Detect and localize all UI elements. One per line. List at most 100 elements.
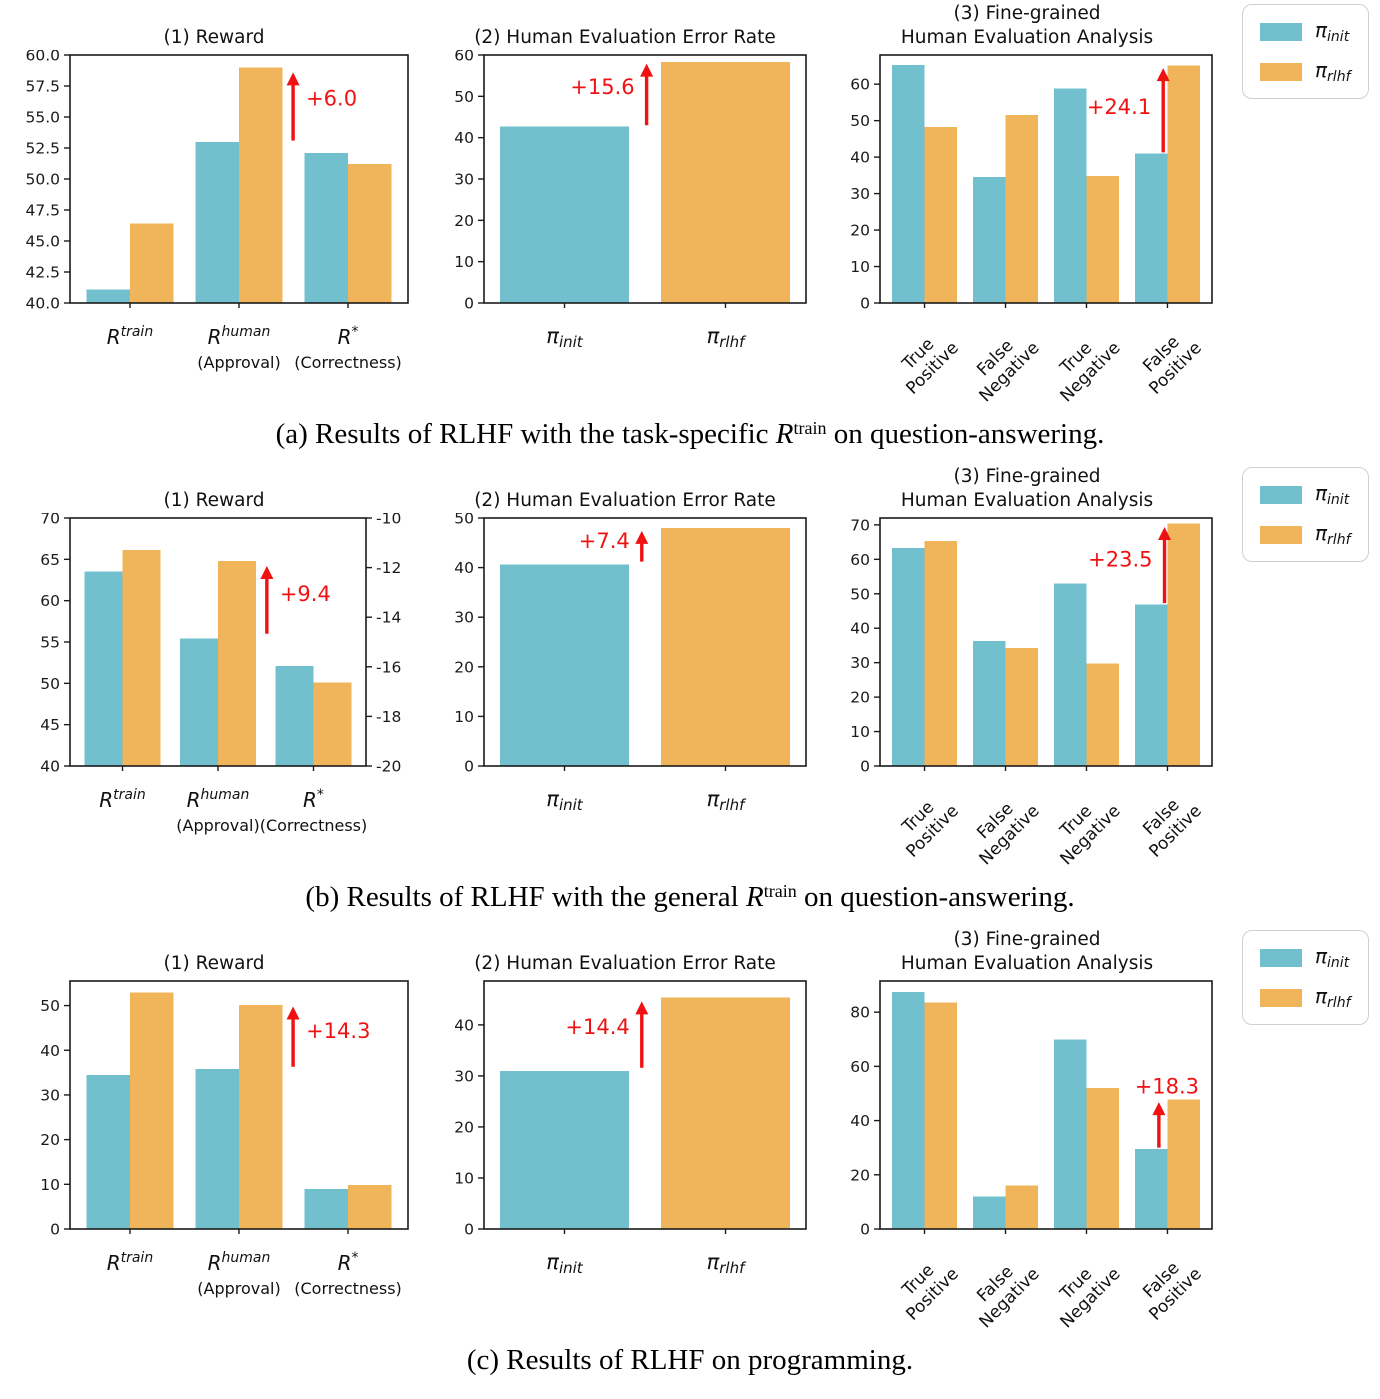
y-tick-label: 45.0 bbox=[25, 233, 60, 251]
axes-box bbox=[483, 517, 807, 767]
y-axis: 0 20 40 60 80 bbox=[850, 1004, 880, 1239]
x-label-pi-init: πinit bbox=[546, 1250, 583, 1277]
x-labels: True Positive False Negative True Negative Fal… bbox=[826, 781, 1228, 873]
bar-rlhf-cat1 bbox=[239, 67, 283, 304]
legend-b: πinit πrlhf bbox=[1242, 467, 1369, 562]
y-axis: 40.0 42.5 45.0 47.5 50.0 52.5 55.0 57.5 60.0 bbox=[25, 50, 70, 313]
y-tick-label: 60 bbox=[850, 551, 870, 569]
caption-a: (a) Results of RLHF with the task-specif… bbox=[0, 418, 1380, 451]
bars bbox=[500, 997, 790, 1229]
bar-rlhf-cat2 bbox=[1086, 176, 1119, 303]
y-tick-label: 30 bbox=[454, 609, 474, 627]
legend-item-rlhf: πrlhf bbox=[1260, 521, 1351, 548]
annotation-label: +6.0 bbox=[306, 86, 357, 110]
caption-a-prefix: (a) Results of RLHF with the task-specif… bbox=[275, 418, 776, 450]
y-tick-label: 0 bbox=[860, 1221, 870, 1239]
x-label-reward-0: Rtrain bbox=[107, 1250, 154, 1275]
chart-title: (1) Reward bbox=[4, 463, 424, 513]
x-labels: Rtrain Rhuman (Approval) R* (Correctness) bbox=[4, 1244, 424, 1328]
legend-label-rlhf: πrlhf bbox=[1315, 521, 1351, 548]
bar-rlhf-cat2 bbox=[348, 164, 392, 303]
y-tick-label: 57.5 bbox=[25, 78, 60, 96]
x-label-note: (Approval) bbox=[176, 816, 260, 835]
y-tick-label: 30 bbox=[454, 1067, 474, 1085]
y-tick-label: 50 bbox=[40, 675, 60, 693]
chart-b2-error-rate: (2) Human Evaluation Error Rate 0 10 20 30 40… bbox=[430, 463, 820, 851]
chart-b3-fine-grained: (3) Fine-grained Human Evaluation Analysi… bbox=[826, 463, 1228, 873]
plot-area: 0 10 20 30 40 50 +14.3 bbox=[40, 980, 409, 1239]
annotation-+6.0: +6.0 bbox=[286, 72, 357, 141]
annotation-label: +7.4 bbox=[579, 529, 630, 553]
legend-item-rlhf: πrlhf bbox=[1260, 984, 1351, 1011]
plot-area: 0 20 40 60 80 +18.3 bbox=[850, 980, 1213, 1239]
x-label-rotated: False Positive bbox=[1131, 324, 1206, 399]
plot-area: 0 10 20 30 40 50 60 70 +23.5 bbox=[850, 516, 1213, 776]
chart-row-c: (1) Reward 0 10 20 30 40 50 +14.3 Rtrain Rhuman (A… bbox=[0, 926, 1380, 1336]
bar-rlhf-cat0 bbox=[924, 127, 957, 303]
bar-init-cat1 bbox=[973, 177, 1006, 303]
annotation-arrow-head bbox=[635, 530, 649, 544]
x-label-note: (Correctness) bbox=[259, 816, 368, 835]
y-tick-label: 10 bbox=[850, 723, 870, 741]
bar-init-cat0 bbox=[892, 991, 925, 1229]
chart-a3-fine-grained: (3) Fine-grained Human Evaluation Analysi… bbox=[826, 0, 1228, 410]
caption-b-suffix: on question-answering. bbox=[796, 881, 1075, 913]
y-tick-label: 40.0 bbox=[25, 295, 60, 313]
chart-a2-error-rate: (2) Human Evaluation Error Rate 0 10 20 30 40… bbox=[430, 0, 820, 388]
chart-title-line: Human Evaluation Analysis bbox=[900, 952, 1154, 974]
x-label-pi-rlhf: πrlhf bbox=[706, 324, 745, 351]
annotation-+15.6: +15.6 bbox=[570, 63, 654, 126]
x-label-rotated: True Positive bbox=[888, 1250, 963, 1325]
bar-init-cat1 bbox=[195, 1069, 239, 1229]
x-label-note: (Correctness) bbox=[294, 1279, 402, 1298]
y-tick-label: 40 bbox=[40, 758, 60, 776]
annotation-label: +24.1 bbox=[1087, 95, 1151, 119]
chart-title-line: (1) Reward bbox=[163, 26, 265, 48]
chart-title: (3) Fine-grained Human Evaluation Analysi… bbox=[826, 926, 1228, 976]
y-tick-label: 50 bbox=[40, 997, 60, 1015]
x-label-rotated: True Positive bbox=[888, 324, 963, 399]
annotation-arrow-head bbox=[286, 1006, 300, 1020]
x-label-rotated: True Negative bbox=[1043, 787, 1125, 869]
legend-item-init: πinit bbox=[1260, 481, 1351, 508]
y-tick-label: 52.5 bbox=[25, 140, 60, 158]
bars bbox=[500, 62, 790, 303]
x-label-reward-2: R* (Correctness) bbox=[294, 324, 402, 372]
x-label-rotated: False Positive bbox=[1131, 787, 1206, 862]
chart-title-line: (1) Reward bbox=[163, 952, 265, 974]
bars bbox=[892, 991, 1200, 1229]
x-axis bbox=[923, 1229, 1169, 1234]
annotation-arrow-head bbox=[286, 72, 300, 86]
plot-area: 0 10 20 30 40 50 60 +24.1 bbox=[850, 54, 1213, 313]
chart-title: (3) Fine-grained Human Evaluation Analysi… bbox=[826, 0, 1228, 50]
chart-title-line: (2) Human Evaluation Error Rate bbox=[474, 489, 776, 511]
legend-label-init: πinit bbox=[1315, 944, 1350, 971]
bars bbox=[84, 550, 352, 766]
right-y-tick-label: -20 bbox=[376, 758, 401, 776]
y-tick-label: 60 bbox=[40, 592, 60, 610]
x-label-math: Rtrain bbox=[99, 787, 146, 812]
annotation-arrow-head bbox=[260, 565, 274, 579]
annotation-arrow-head bbox=[1158, 526, 1172, 540]
x-label-rotated: False Negative bbox=[962, 324, 1044, 406]
x-label-note: (Correctness) bbox=[294, 353, 402, 372]
bar-init-cat1 bbox=[973, 641, 1006, 766]
annotation-+23.5: +23.5 bbox=[1088, 526, 1172, 604]
y-tick-label: 40 bbox=[454, 1016, 474, 1034]
legend-item-rlhf: πrlhf bbox=[1260, 58, 1351, 85]
plot-area: 0 10 20 30 40 +14.4 bbox=[454, 980, 807, 1239]
x-axis bbox=[923, 766, 1169, 771]
caption-a-suffix: on question-answering. bbox=[826, 418, 1105, 450]
y-tick-label: 50.0 bbox=[25, 171, 60, 189]
x-label-reward-1: Rhuman (Approval) bbox=[176, 787, 259, 835]
annotation-+24.1: +24.1 bbox=[1087, 68, 1170, 153]
x-label-reward-0: Rtrain bbox=[107, 324, 154, 349]
x-label-math: R* bbox=[337, 324, 359, 349]
y-tick-label: 10 bbox=[454, 708, 474, 726]
y-axis: 0 10 20 30 40 50 60 70 bbox=[850, 516, 880, 776]
bar-rlhf-cat2 bbox=[1086, 1088, 1119, 1229]
bars bbox=[86, 992, 392, 1229]
bar-rlhf-cat3 bbox=[1167, 1099, 1200, 1229]
x-label-rotated: False Negative bbox=[962, 1250, 1044, 1332]
